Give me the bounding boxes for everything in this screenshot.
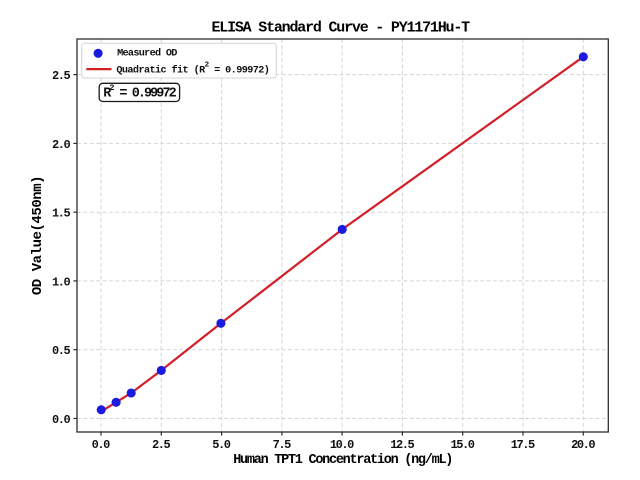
svg-text:1.0: 1.0	[52, 275, 71, 289]
svg-text:ELISA Standard Curve - PY1171H: ELISA Standard Curve - PY1171Hu-T	[211, 20, 470, 37]
svg-text:2.5: 2.5	[52, 69, 71, 83]
svg-text:17.5: 17.5	[511, 438, 535, 452]
svg-text:0.0: 0.0	[92, 438, 111, 452]
svg-text:7.5: 7.5	[273, 438, 292, 452]
svg-text:Quadratic fit (R2 = 0.99972): Quadratic fit (R2 = 0.99972)	[116, 62, 269, 77]
svg-text:2.5: 2.5	[152, 438, 171, 452]
svg-text:0.0: 0.0	[52, 413, 71, 427]
svg-text:15.0: 15.0	[450, 438, 474, 452]
svg-text:12.5: 12.5	[390, 438, 414, 452]
svg-text:R2 = 0.99972: R2 = 0.99972	[103, 83, 176, 102]
svg-text:20.0: 20.0	[571, 438, 595, 452]
svg-text:10.0: 10.0	[330, 438, 354, 452]
svg-text:Measured OD: Measured OD	[117, 47, 177, 59]
svg-text:0.5: 0.5	[52, 344, 71, 358]
svg-text:1.5: 1.5	[52, 207, 71, 221]
svg-text:2.0: 2.0	[52, 138, 71, 152]
svg-text:5.0: 5.0	[212, 438, 231, 452]
svg-text:Human TPT1 Concentration (ng/m: Human TPT1 Concentration (ng/mL)	[233, 453, 452, 468]
svg-text:OD Value(450nm): OD Value(450nm)	[30, 176, 46, 295]
